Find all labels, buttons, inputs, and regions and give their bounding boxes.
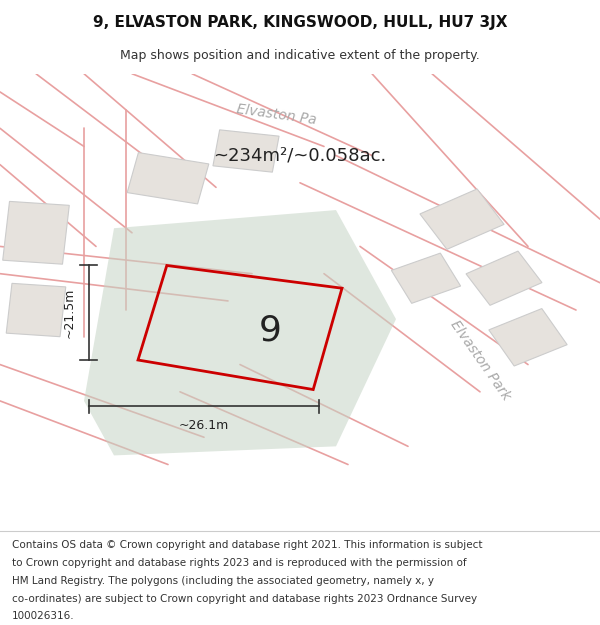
Text: co-ordinates) are subject to Crown copyright and database rights 2023 Ordnance S: co-ordinates) are subject to Crown copyr… bbox=[12, 594, 477, 604]
Bar bbox=[420, 189, 504, 249]
Bar bbox=[489, 309, 567, 366]
Text: to Crown copyright and database rights 2023 and is reproduced with the permissio: to Crown copyright and database rights 2… bbox=[12, 558, 467, 568]
Polygon shape bbox=[84, 210, 396, 456]
Bar bbox=[213, 130, 279, 172]
Text: 9, ELVASTON PARK, KINGSWOOD, HULL, HU7 3JX: 9, ELVASTON PARK, KINGSWOOD, HULL, HU7 3… bbox=[93, 14, 507, 29]
Text: 9: 9 bbox=[259, 313, 281, 348]
Bar bbox=[466, 251, 542, 306]
Text: Contains OS data © Crown copyright and database right 2021. This information is : Contains OS data © Crown copyright and d… bbox=[12, 540, 482, 550]
Text: Elvaston Pa: Elvaston Pa bbox=[235, 102, 317, 127]
Text: ~21.5m: ~21.5m bbox=[63, 288, 76, 338]
Bar bbox=[6, 283, 66, 337]
Text: ~234m²/~0.058ac.: ~234m²/~0.058ac. bbox=[214, 146, 386, 164]
Bar bbox=[3, 201, 69, 264]
Text: 100026316.: 100026316. bbox=[12, 611, 74, 621]
Text: ~26.1m: ~26.1m bbox=[179, 419, 229, 432]
Text: Map shows position and indicative extent of the property.: Map shows position and indicative extent… bbox=[120, 49, 480, 62]
Text: Elvaston Park: Elvaston Park bbox=[447, 318, 513, 402]
Bar bbox=[127, 152, 209, 204]
Text: HM Land Registry. The polygons (including the associated geometry, namely x, y: HM Land Registry. The polygons (includin… bbox=[12, 576, 434, 586]
Bar bbox=[391, 253, 461, 303]
